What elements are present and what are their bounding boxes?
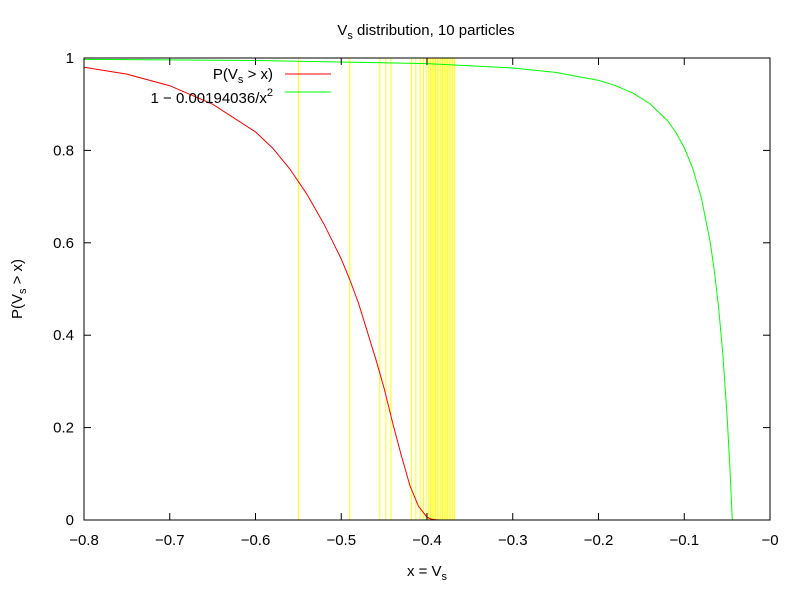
- sample-lines: [297, 58, 455, 520]
- x-tick-label-4: −0.4: [412, 532, 442, 549]
- y-tick-label-4: 0.8: [53, 142, 74, 159]
- x-axis: −0.8 −0.7 −0.6 −0.5 −0.4 −0.3 −0.2 −0.1 −0: [69, 58, 779, 549]
- legend-label-red: P(Vs > x): [213, 66, 273, 86]
- x-tick-label-1: −0.7: [155, 532, 185, 549]
- y-tick-label-0: 0: [66, 512, 74, 529]
- x-tick-label-0: −0.8: [69, 532, 99, 549]
- x-tick-label-6: −0.2: [584, 532, 614, 549]
- x-tick-label-8: −0: [761, 532, 778, 549]
- x-tick-label-2: −0.6: [241, 532, 271, 549]
- y-tick-label-5: 1: [66, 50, 74, 67]
- x-tick-label-3: −0.5: [326, 532, 356, 549]
- y-axis: 0 0.2 0.4 0.6 0.8 1: [53, 50, 770, 529]
- x-tick-label-7: −0.1: [669, 532, 699, 549]
- y-axis-label: P(Vs > x): [9, 259, 29, 319]
- y-tick-label-2: 0.4: [53, 327, 74, 344]
- y-tick-label-3: 0.6: [53, 235, 74, 252]
- series-line-1: [83, 58, 733, 521]
- legend-label-green: 1 − 0.00194036/x2: [151, 87, 273, 107]
- series-line-0: [83, 66, 445, 521]
- series-layer: [83, 58, 733, 521]
- y-tick-label-1: 0.2: [53, 420, 74, 437]
- x-tick-label-5: −0.3: [498, 532, 528, 549]
- x-axis-label: x = Vs: [407, 563, 448, 583]
- legend: P(Vs > x) 1 − 0.00194036/x2: [151, 66, 331, 107]
- chart-title: Vs distribution, 10 particles: [337, 22, 514, 42]
